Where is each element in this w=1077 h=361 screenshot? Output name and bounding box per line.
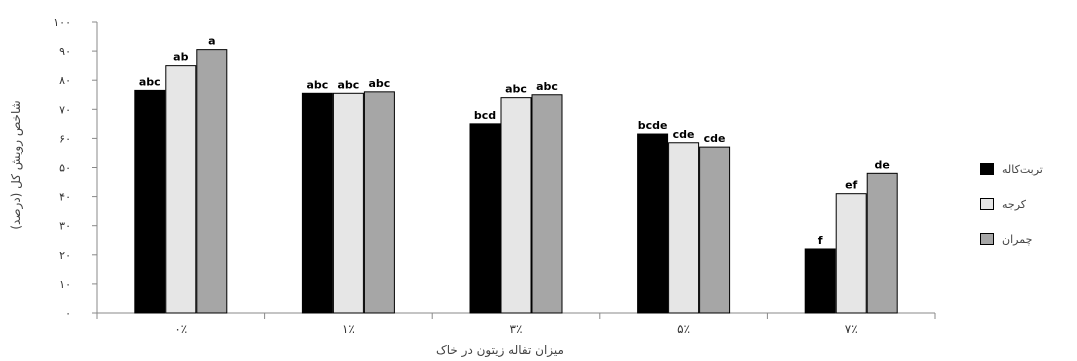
legend-item-series-3: چمران <box>980 230 1075 248</box>
bar-series-2-cat-3 <box>500 97 532 314</box>
bar-data-label: abc <box>368 77 390 90</box>
bar-series-1-cat-4 <box>637 133 669 314</box>
bar-data-label: bcde <box>638 119 668 132</box>
bar-data-label: abc <box>306 78 328 91</box>
bar-series-2-cat-4 <box>668 142 700 314</box>
bar-series-2-cat-1 <box>165 65 197 314</box>
bar-series-1-cat-2 <box>301 92 333 314</box>
x-tick-label: ٠٪ <box>174 322 187 336</box>
bar-series-3-cat-2 <box>363 91 395 314</box>
y-tick-label: ١٠٠ <box>53 16 71 29</box>
legend-label-series-1: تربت‌کاله <box>1002 162 1043 176</box>
bar-series-2-cat-5 <box>835 193 867 314</box>
bar-series-1-cat-5 <box>804 248 836 314</box>
y-tick-label: ٢٠ <box>59 249 71 262</box>
bar-data-label: abc <box>536 80 558 93</box>
bar-series-3-cat-3 <box>531 94 563 314</box>
bar-data-label: a <box>208 35 215 48</box>
y-tick-label: ٧٠ <box>59 103 71 116</box>
legend-item-series-2: کرجه <box>980 195 1075 213</box>
bar-series-3-cat-1 <box>196 49 228 314</box>
legend-label-series-3: چمران <box>1002 232 1033 246</box>
bar-data-label: ef <box>845 179 857 192</box>
y-tick-label: ١٠ <box>59 278 71 291</box>
y-tick-label: ٨٠ <box>59 74 71 87</box>
y-tick-label: ٣٠ <box>59 220 71 233</box>
x-tick-label: ١٪ <box>342 322 355 336</box>
bar-data-label: ab <box>173 51 188 64</box>
legend-swatch-series-2 <box>980 198 994 210</box>
bar-series-1-cat-1 <box>134 89 166 314</box>
bar-series-3-cat-5 <box>866 172 898 314</box>
bar-data-label: abc <box>337 78 359 91</box>
x-axis-title: میزان تفاله زیتون در خاک <box>436 343 564 358</box>
y-tick-label: ۶٠ <box>59 132 71 145</box>
y-axis-title: شاخص رویش کل (درصد) <box>9 100 24 229</box>
y-tick-label: ٩٠ <box>59 45 71 58</box>
legend-swatch-series-1 <box>980 163 994 175</box>
legend: تربت‌کاله کرجه چمران <box>980 160 1075 265</box>
bar-data-label: de <box>875 158 890 171</box>
bar-data-label: abc <box>505 83 527 96</box>
x-tick-label: ۵٪ <box>677 322 690 336</box>
bar-series-2-cat-2 <box>332 92 364 314</box>
bar-data-label: cde <box>673 128 695 141</box>
bar-series-3-cat-4 <box>699 146 731 314</box>
x-tick-label: ٧٪ <box>845 322 858 336</box>
bar-data-label: cde <box>704 132 726 145</box>
legend-swatch-series-3 <box>980 233 994 245</box>
bar-data-label: bcd <box>474 109 496 122</box>
bars-group <box>134 49 898 314</box>
legend-label-series-2: کرجه <box>1002 197 1027 211</box>
legend-item-series-1: تربت‌کاله <box>980 160 1075 178</box>
bar-data-label: f <box>818 234 823 247</box>
x-tick-label: ٣٪ <box>510 322 523 336</box>
bar-series-1-cat-3 <box>469 123 501 314</box>
y-tick-label: ٠ <box>65 307 71 320</box>
x-axis: ٠٪ ١٪ ٣٪ ۵٪ ٧٪ <box>96 312 936 336</box>
y-tick-label: ۵٠ <box>59 162 71 175</box>
y-axis: ٠ ١٠ ٢٠ ٣٠ ۴٠ ۵٠ ۶٠ ٧٠ ٨٠ ٩٠ ١٠٠ <box>53 16 98 320</box>
bar-data-label: abc <box>139 75 161 88</box>
y-tick-label: ۴٠ <box>59 191 71 204</box>
